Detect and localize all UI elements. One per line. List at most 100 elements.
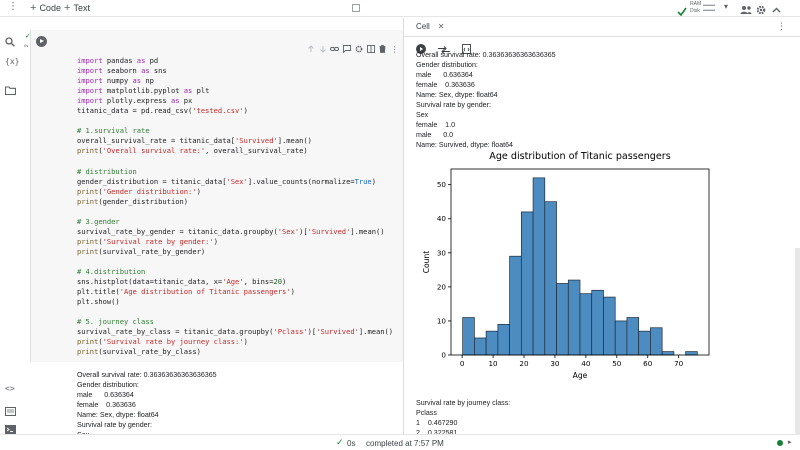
menu-icon[interactable]: ⋮ [8, 1, 18, 12]
run-cell-icon[interactable] [416, 41, 426, 59]
output-line: female 0.363636 [416, 81, 475, 89]
code-token: as [183, 86, 193, 96]
top-toolbar: ⋮ + Code + Text RAM Disk ▾ [0, 0, 800, 17]
link-icon[interactable] [330, 45, 339, 54]
x-tick-label: 40 [581, 359, 591, 368]
code-token: )[ [299, 226, 308, 236]
resource-labels[interactable]: RAM Disk [690, 1, 701, 15]
delete-icon[interactable] [378, 45, 387, 54]
code-line: sns.histplot(data=titanic_data, x='Age',… [77, 277, 393, 287]
left-sidebar: {x} <> [0, 18, 22, 450]
output-line: Pclass [416, 409, 437, 417]
status-expand-icon[interactable]: ▸ [788, 439, 792, 446]
code-line: import seaborn as sns [77, 66, 393, 76]
code-view-icon[interactable] [462, 41, 471, 59]
code-token: print [77, 186, 99, 196]
code-token: as [170, 96, 180, 106]
code-token: 'Sex' [226, 176, 248, 186]
x-tick-label: 0 [460, 359, 465, 368]
code-token: 'Survived' [307, 226, 351, 236]
code-token: , overall_survival_rate) [205, 146, 308, 156]
settings-gear-icon[interactable] [756, 2, 766, 20]
code-token: matplotlib.pyplot [102, 86, 184, 96]
terminal-icon[interactable] [5, 421, 16, 439]
histogram-bar [556, 283, 569, 356]
add-text-button[interactable]: + Text [64, 2, 90, 14]
output-line: male 0.636364 [416, 71, 473, 79]
code-token: plt.show() [77, 297, 120, 307]
code-token: px [179, 96, 193, 106]
code-token: 'Survival rate by journey class:' [102, 337, 244, 347]
comment-icon[interactable] [342, 45, 351, 54]
settings-icon[interactable] [354, 45, 363, 54]
output-line: Gender distribution: [77, 381, 139, 389]
output-line: Survival rate by gender: [416, 101, 491, 109]
code-line: plt.title('Age distribution of Titanic p… [77, 287, 393, 297]
code-line: # 5. journey class [77, 317, 393, 327]
code-cell[interactable] [30, 30, 421, 362]
compare-arrows-icon[interactable] [438, 41, 450, 59]
plus-icon: + [30, 2, 37, 14]
code-line: # 3.gender [77, 217, 393, 227]
move-up-icon[interactable] [306, 45, 315, 54]
x-tick-label: 10 [488, 359, 498, 368]
pane-divider[interactable] [403, 18, 404, 450]
output-line: Survival rate by gender: [77, 421, 152, 429]
code-token: 'Survived' [316, 327, 359, 337]
more-options-icon[interactable]: ⋮ [390, 44, 399, 54]
code-line: print(survival_rate_by_class) [77, 347, 393, 357]
status-bar: ✓ 0s completed at 7:57 PM ▸ [0, 434, 800, 450]
code-token: print [77, 337, 99, 347]
connected-check-icon [677, 3, 687, 21]
search-icon[interactable] [5, 34, 15, 52]
output-line: Name: Sex, dtype: float64 [77, 411, 159, 419]
add-code-button[interactable]: + Code [30, 2, 61, 14]
code-token: # 4.distribution [77, 266, 146, 276]
disk-label: Disk [690, 8, 700, 14]
files-folder-icon[interactable] [4, 82, 17, 100]
panel-output-top: Overall survival rate: 0.363636363636363… [416, 50, 556, 150]
more-options-icon[interactable]: ⋮ [777, 21, 786, 31]
run-all-icon[interactable] [352, 2, 360, 14]
code-token: ) [243, 337, 248, 347]
code-line: overall_survival_rate = titanic_data['Su… [77, 136, 393, 146]
histogram-bar [497, 323, 510, 356]
variables-icon[interactable]: {x} [5, 57, 20, 66]
close-icon[interactable]: ✕ [437, 22, 445, 31]
histogram-bar [462, 317, 475, 356]
code-token: ].value_counts(normalize= [247, 176, 355, 186]
y-tick-label: 30 [437, 248, 447, 257]
mirror-cell-icon[interactable] [366, 45, 375, 54]
code-line: # 1.survival rate [77, 126, 393, 136]
code-editor[interactable]: import pandas as pd import seaborn as sns… [77, 56, 393, 357]
histogram-bar [685, 351, 698, 356]
run-cell-button[interactable] [36, 36, 47, 47]
resource-dropdown-icon[interactable]: ▾ [724, 2, 729, 11]
code-line: titanic_data = pd.read_csv('tested.csv') [77, 106, 393, 116]
x-tick-label: 70 [674, 359, 684, 368]
command-palette-icon[interactable] [5, 403, 16, 421]
code-token: print [77, 146, 99, 156]
code-line: import numpy as np [77, 76, 393, 86]
disk-meter [703, 9, 715, 11]
code-line [77, 307, 393, 317]
code-token: )[ [307, 327, 317, 337]
histogram-bar [650, 327, 663, 356]
panel-scrollbar[interactable] [795, 248, 800, 448]
cell-toolbar: ⋮ [306, 43, 399, 55]
code-snippets-icon[interactable]: <> [5, 384, 15, 393]
runtime-status-dot[interactable] [777, 440, 783, 446]
histogram-bar [544, 201, 557, 356]
collapse-chevron-icon[interactable] [772, 2, 781, 20]
tab-cell[interactable]: Cell ✕ [416, 22, 444, 31]
code-line: plt.show() [77, 297, 393, 307]
output-line: female 1.0 [416, 121, 456, 129]
resource-meters[interactable] [703, 2, 715, 14]
code-token: 'Age' [222, 277, 244, 287]
histogram-bar [520, 211, 534, 356]
move-down-icon[interactable] [318, 45, 327, 54]
code-token: overall_survival_rate = titanic_data[ [77, 136, 236, 146]
code-token: numpy [102, 76, 133, 86]
code-line: survival_rate_by_class = titanic_data.gr… [77, 327, 393, 337]
share-people-icon[interactable] [740, 2, 752, 20]
